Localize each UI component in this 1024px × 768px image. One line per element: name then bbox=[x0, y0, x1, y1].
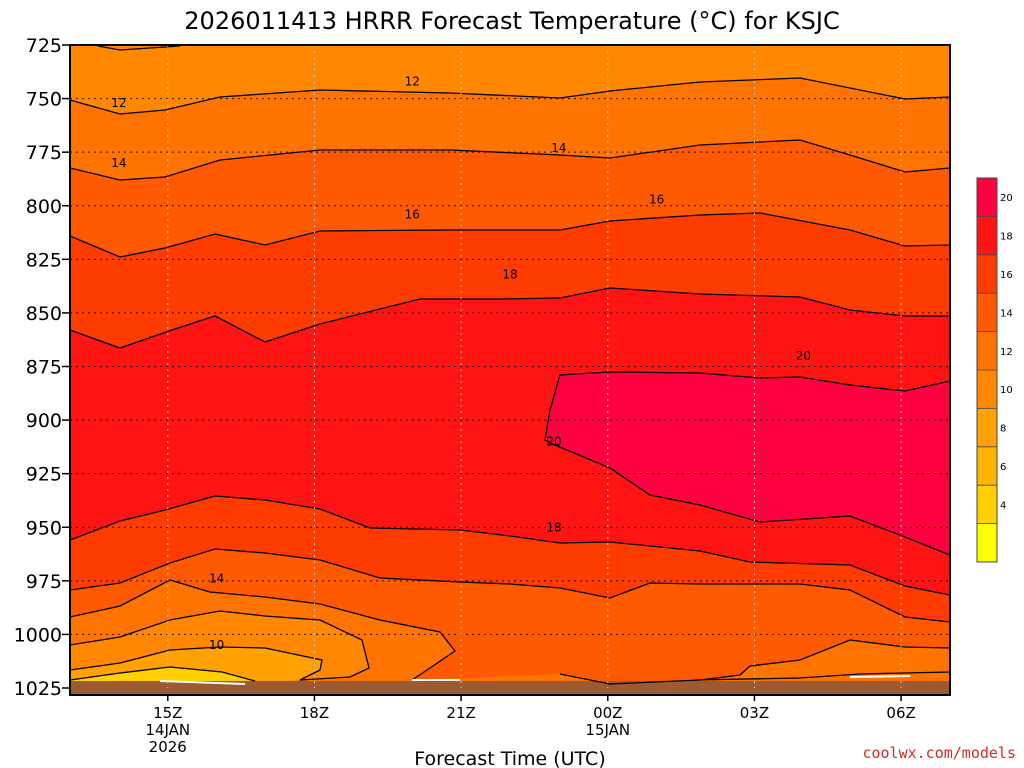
colorbar: 20 18 16 14 12 10 8 6 4 bbox=[976, 177, 1013, 563]
colorbar-swatch bbox=[977, 523, 997, 563]
colorbar-swatch bbox=[977, 446, 997, 486]
contour-label-text: 14 bbox=[209, 572, 224, 586]
colorbar-swatch bbox=[977, 485, 997, 525]
contour-label: 14 bbox=[209, 572, 224, 586]
colorbar-swatch bbox=[977, 370, 997, 409]
contour-label: 16 bbox=[649, 192, 664, 206]
pressure-tick-label: 900 bbox=[26, 410, 62, 432]
pressure-tick-label: 975 bbox=[26, 571, 62, 593]
contour-label: 18 bbox=[546, 520, 561, 534]
contour-label-text: 14 bbox=[551, 141, 566, 155]
contour-label: 20 bbox=[546, 435, 561, 449]
contour-label-text: 12 bbox=[405, 74, 420, 88]
contour-labels: 12 12 14 14 16 16 18 20 20 18 14 10 bbox=[111, 74, 811, 652]
credit-text[interactable]: coolwx.com/models bbox=[862, 744, 1016, 762]
plot-frame bbox=[69, 44, 951, 696]
contour-label-text: 12 bbox=[111, 96, 126, 110]
pressure-tick-label: 1000 bbox=[14, 624, 62, 646]
grid-lines bbox=[70, 45, 950, 688]
colorbar-swatch bbox=[977, 254, 997, 294]
x-axis-label: Forecast Time (UTC) bbox=[414, 748, 605, 768]
time-tick-label: 06Z bbox=[886, 704, 915, 722]
pressure-tick-label: 875 bbox=[26, 357, 62, 379]
colorbar-swatch bbox=[977, 408, 997, 448]
colorbar-tick-label: 20 bbox=[1000, 193, 1013, 204]
time-tick-label: 00Z bbox=[593, 704, 622, 722]
contour-label-text: 10 bbox=[209, 638, 224, 652]
colorbar-swatch bbox=[977, 216, 997, 256]
pressure-tick-label: 800 bbox=[26, 196, 62, 218]
contour-label-text: 18 bbox=[502, 267, 517, 281]
colorbar-tick-label: 12 bbox=[1000, 347, 1013, 358]
pressure-tick-label: 775 bbox=[26, 142, 62, 164]
colorbar-swatch bbox=[977, 331, 997, 371]
pressure-axis: 725 750 775 800 825 850 875 900 925 950 975 1000 102… bbox=[14, 35, 70, 700]
colorbar-swatch bbox=[977, 178, 997, 217]
colorbar-tick-label: 14 bbox=[1000, 308, 1013, 319]
chart-title: 2026011413 HRRR Forecast Temperature (°C… bbox=[184, 7, 839, 35]
time-tick-label: 18Z bbox=[300, 704, 329, 722]
pressure-tick-label: 850 bbox=[26, 303, 62, 325]
contour-label: 14 bbox=[111, 156, 126, 170]
colorbar-tick-label: 6 bbox=[1000, 462, 1006, 473]
contour-label-text: 16 bbox=[649, 192, 664, 206]
contour-label: 20 bbox=[796, 349, 811, 363]
pressure-tick-label: 925 bbox=[26, 464, 62, 486]
time-tick-label: 15Z bbox=[153, 704, 182, 722]
pressure-tick-label: 1025 bbox=[14, 678, 62, 700]
colorbar-tick-label: 16 bbox=[1000, 270, 1013, 281]
contour-label: 14 bbox=[551, 141, 566, 155]
colorbar-tick-label: 18 bbox=[1000, 232, 1013, 243]
contour-label: 12 bbox=[111, 96, 126, 110]
contour-label-text: 20 bbox=[796, 349, 811, 363]
contour-label-text: 18 bbox=[546, 520, 561, 534]
colorbar-swatch bbox=[977, 293, 997, 333]
surface-white-streaks bbox=[159, 675, 911, 685]
time-tick-label: 14JAN bbox=[145, 721, 190, 739]
contour-label-text: 14 bbox=[111, 156, 126, 170]
contour-label: 16 bbox=[405, 207, 420, 221]
contour-label: 12 bbox=[405, 74, 420, 88]
pressure-tick-label: 725 bbox=[26, 35, 62, 57]
pressure-tick-label: 950 bbox=[26, 517, 62, 539]
time-tick-label: 15JAN bbox=[585, 721, 630, 739]
time-tick-label: 03Z bbox=[740, 704, 769, 722]
pressure-tick-label: 750 bbox=[26, 89, 62, 111]
contour-label: 10 bbox=[209, 638, 224, 652]
time-tick-label: 21Z bbox=[446, 704, 475, 722]
temperature-fill-bands bbox=[70, 45, 950, 695]
contour-label-text: 20 bbox=[546, 435, 561, 449]
colorbar-tick-label: 10 bbox=[1000, 385, 1013, 396]
contour-lines bbox=[69, 45, 951, 685]
colorbar-tick-label: 4 bbox=[1000, 500, 1006, 511]
contour-label-text: 16 bbox=[405, 207, 420, 221]
pressure-tick-label: 825 bbox=[26, 249, 62, 271]
colorbar-tick-label: 8 bbox=[1000, 424, 1006, 435]
time-tick-label: 2026 bbox=[149, 738, 187, 756]
contour-label: 18 bbox=[502, 267, 517, 281]
